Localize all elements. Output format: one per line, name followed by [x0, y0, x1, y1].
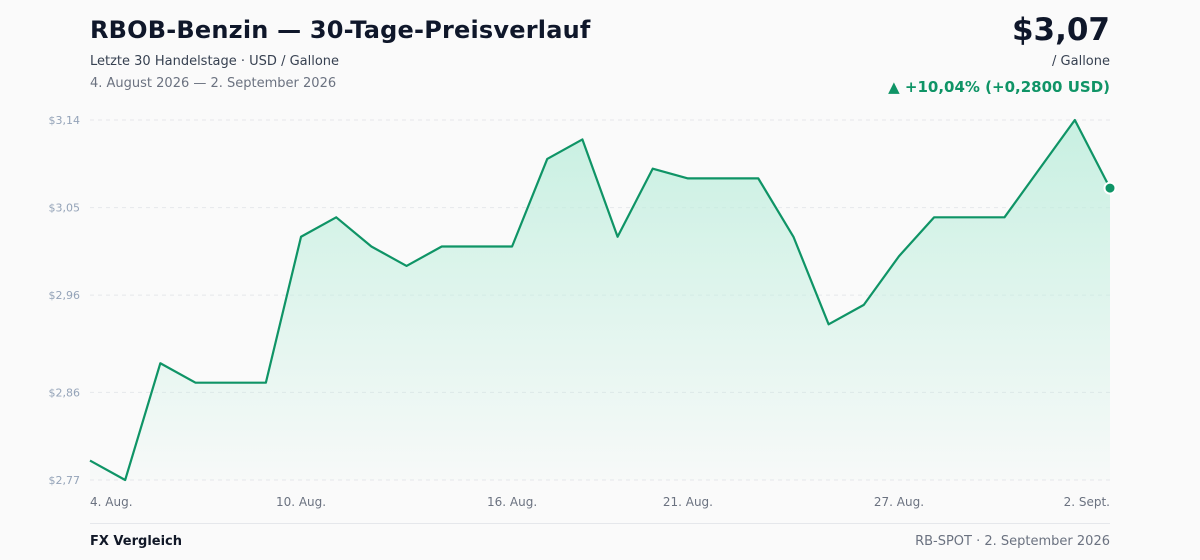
data-point	[264, 381, 268, 385]
data-point	[475, 244, 479, 248]
data-point	[580, 137, 584, 141]
data-point	[369, 244, 373, 248]
x-tick-label: 4. Aug.	[90, 495, 133, 509]
data-point	[405, 264, 409, 268]
data-point	[88, 459, 92, 463]
data-point	[827, 322, 831, 326]
footer-source: RB-SPOT · 2. September 2026	[915, 534, 1110, 549]
data-point	[721, 176, 725, 180]
y-tick-label: $3,05	[49, 202, 81, 215]
y-tick-label: $2,96	[49, 289, 81, 302]
price-unit: / Gallone	[1052, 54, 1110, 69]
x-tick-label: 21. Aug.	[663, 495, 713, 509]
data-point	[1038, 167, 1042, 171]
data-point	[651, 167, 655, 171]
y-tick-label: $2,86	[49, 386, 81, 399]
data-point	[1073, 118, 1077, 122]
data-point	[1002, 215, 1006, 219]
price-line	[89, 118, 1111, 482]
data-point	[229, 381, 233, 385]
data-point	[440, 244, 444, 248]
data-point	[299, 235, 303, 239]
date-range: 4. August 2026 — 2. September 2026	[90, 76, 337, 91]
data-point	[123, 478, 127, 482]
x-tick-label: 27. Aug.	[874, 495, 924, 509]
data-point	[791, 235, 795, 239]
footer-brand: FX Vergleich	[90, 534, 183, 549]
data-point	[862, 303, 866, 307]
chart-title: RBOB-Benzin — 30-Tage-Preisverlauf	[90, 16, 591, 44]
data-point	[510, 244, 514, 248]
footer-divider	[90, 523, 1110, 524]
data-point	[334, 215, 338, 219]
data-point	[897, 254, 901, 258]
price-change: ▲ +10,04% (+0,2800 USD)	[888, 78, 1110, 96]
data-point	[158, 361, 162, 365]
data-point	[967, 215, 971, 219]
x-tick-label: 2. Sept.	[1064, 495, 1110, 509]
data-point	[932, 215, 936, 219]
y-tick-label: $3,14	[49, 114, 81, 127]
area-fill	[90, 120, 1110, 480]
x-tick-label: 10. Aug.	[276, 495, 326, 509]
data-point	[686, 176, 690, 180]
data-point	[194, 381, 198, 385]
data-point	[616, 235, 620, 239]
data-point	[756, 176, 760, 180]
data-point	[545, 157, 549, 161]
x-tick-label: 16. Aug.	[487, 495, 537, 509]
current-price: $3,07	[1011, 12, 1110, 48]
last-price-marker	[1103, 181, 1117, 195]
y-tick-label: $2,77	[49, 474, 81, 487]
chart-subtitle: Letzte 30 Handelstage · USD / Gallone	[90, 54, 340, 69]
